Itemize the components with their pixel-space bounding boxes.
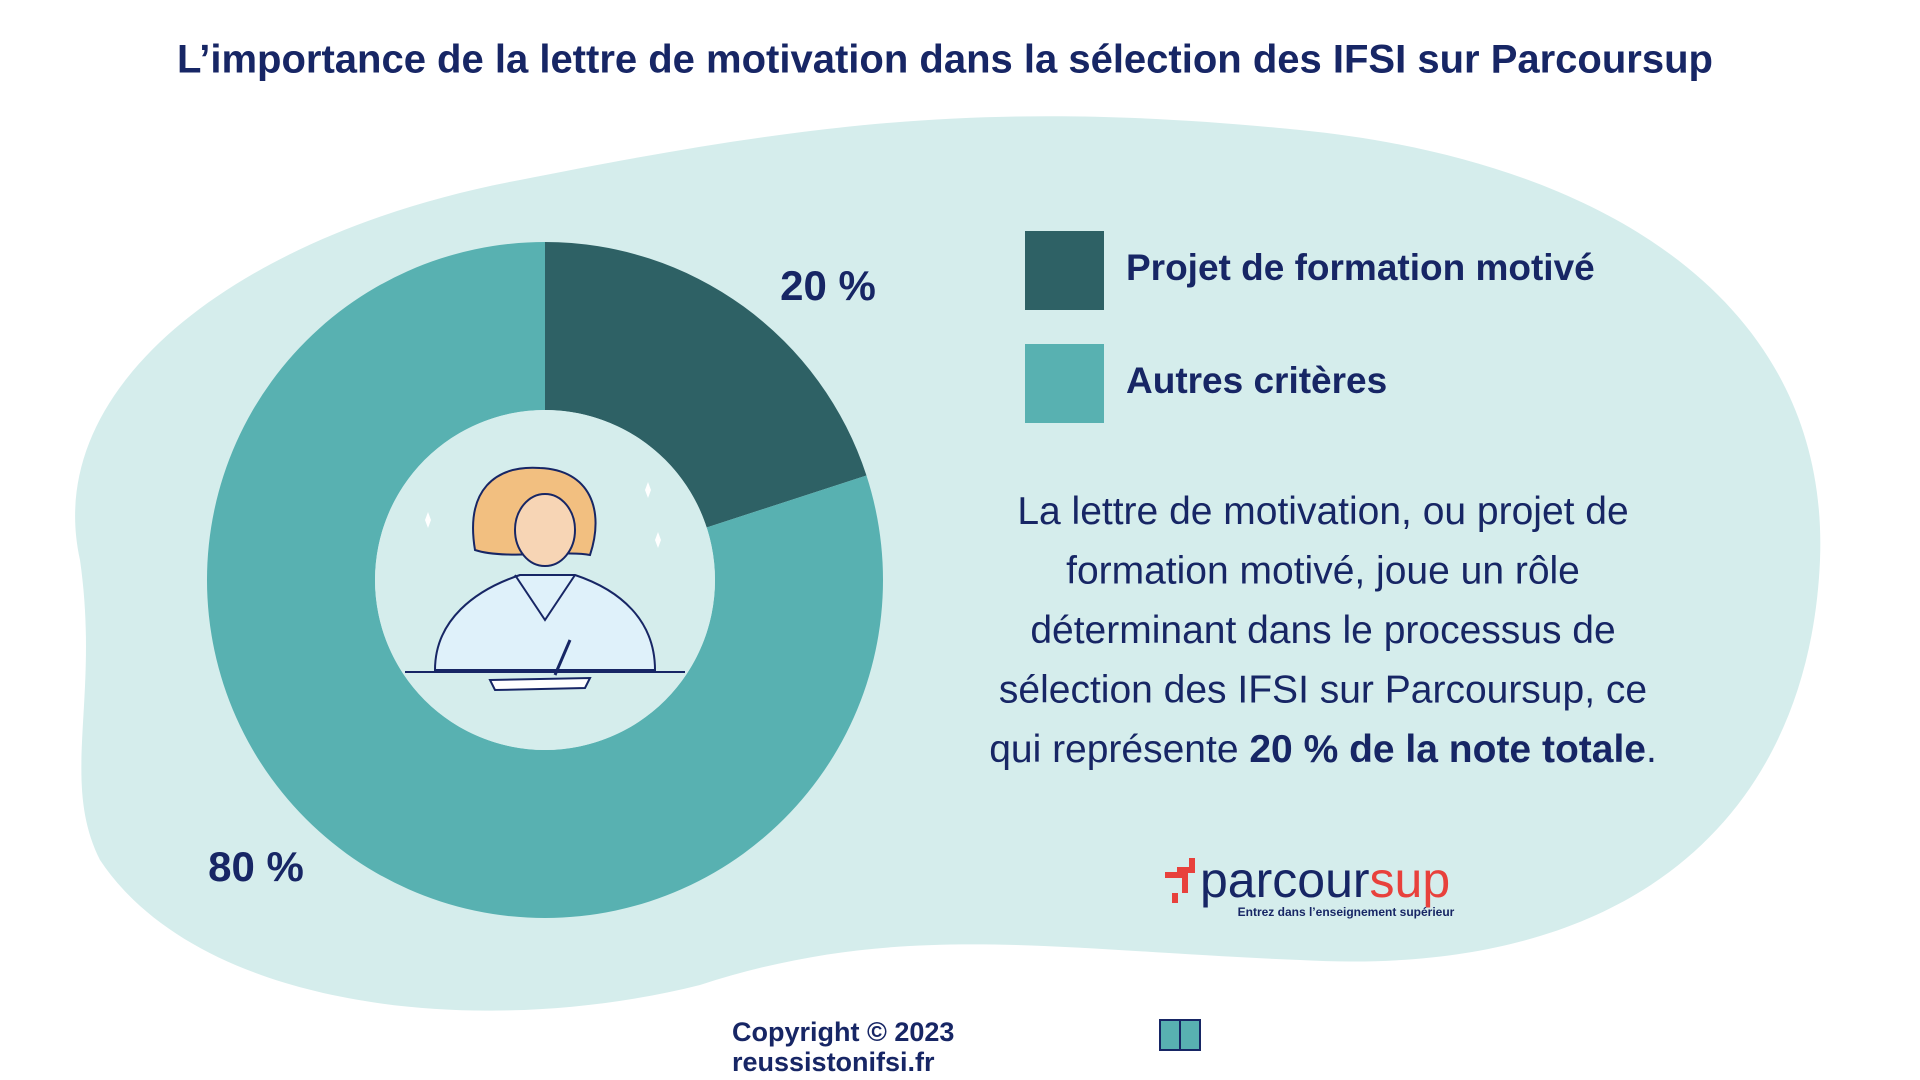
logo-name-part: parcour [1200,852,1370,908]
description-line: sélection des IFSI sur Parcoursup, ce [999,669,1647,712]
donut-slice [545,242,867,528]
legend-swatch [1025,231,1104,310]
description-line: déterminant dans le processus de [1030,609,1615,652]
donut-slice [206,242,884,918]
illustration [405,466,685,692]
legend-label: Autres critères [1126,360,1387,401]
copyright: Copyright © 2023 [732,1017,954,1047]
value-label: 80 % [208,843,304,890]
chart-title: L’importance de la lettre de motivation … [177,38,1713,82]
book-icon [1159,1019,1201,1051]
description-part: 20 % de la note totale [1249,728,1646,771]
description: La lettre de motivation, ou projet de for… [989,490,1657,771]
description-part: qui représente [989,728,1249,771]
description-part: . [1646,728,1657,771]
logo-name-part: sup [1370,852,1451,908]
website: reussistonifsi.fr [732,1047,935,1077]
description-line: La lettre de motivation, ou projet de [1017,490,1628,533]
logo-icon [1165,858,1195,903]
logo: parcoursup Entrez dans l’enseignement su… [1165,852,1455,919]
description-line: qui représente 20 % de la note totale. [989,728,1657,771]
legend-swatch [1025,344,1104,423]
legend-label: Projet de formation motivé [1126,247,1595,288]
value-label: 20 % [780,262,876,309]
description-line: formation motivé, joue un rôle [1066,550,1580,593]
logo-tagline: Entrez dans l’enseignement supérieur [1238,905,1455,919]
logo-name: parcoursup [1200,852,1450,908]
legend: Projet de formation motivé Autres critère… [1025,231,1595,423]
